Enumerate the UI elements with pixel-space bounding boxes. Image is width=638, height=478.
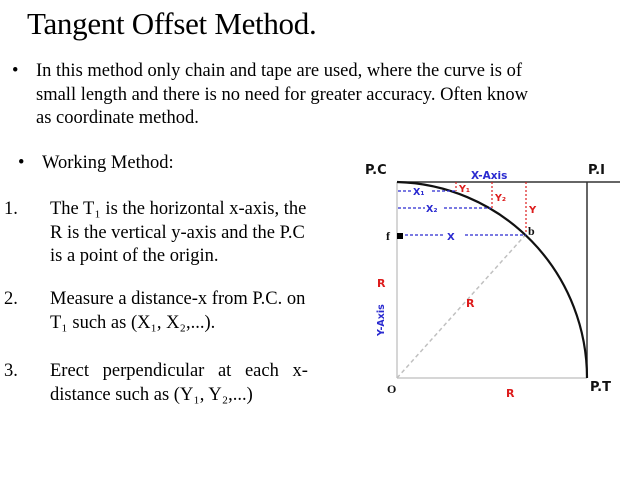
step-2: 2. Measure a distance-x from P.C. on T₁ … <box>4 288 355 335</box>
label-origin: O <box>387 382 396 396</box>
label-x: X <box>447 232 455 243</box>
diagonal-radius-line <box>396 231 529 379</box>
bullet-line: as coordinate method. <box>36 108 199 128</box>
bullet-dot: • <box>12 61 19 81</box>
step-number: 2. <box>4 289 18 309</box>
bullet-line: small length and there is no need for gr… <box>36 84 528 105</box>
label-y-axis: Y-Axis <box>376 304 387 337</box>
label-r-left: R <box>377 277 386 290</box>
label-f: f <box>386 229 391 243</box>
step-line: The T₁ is the horizontal x-axis, the <box>50 199 307 219</box>
step-line: is a point of the origin. <box>50 246 219 266</box>
step-1: 1. The T₁ is the horizontal x-axis, the … <box>4 198 355 269</box>
label-x-axis: X-Axis <box>471 170 507 182</box>
label-pt: P.T <box>590 380 611 395</box>
bullet-line: In this method only chain and tape are u… <box>36 61 522 81</box>
step-line: Erect perpendicular at each x- <box>50 361 308 381</box>
label-y1: Y₁ <box>458 184 470 195</box>
curve-arc <box>396 180 589 379</box>
label-x2: X₂ <box>426 204 438 215</box>
bullet-dot: • <box>18 153 25 173</box>
label-r-diagonal: R <box>466 297 475 310</box>
label-b: b <box>528 224 535 238</box>
bullet-working-method: • Working Method: <box>18 152 342 176</box>
step-line: distance such as (Y₁, Y₂,...) <box>50 384 253 405</box>
step-number: 3. <box>4 361 18 381</box>
bullet-intro: • In this method only chain and tape are… <box>12 60 626 131</box>
label-pi: P.I <box>588 163 605 178</box>
label-pc: P.C <box>365 163 387 178</box>
label-r-bottom: R <box>506 387 515 400</box>
step-3: 3. Erect perpendicular at each x- distan… <box>4 360 352 407</box>
step-line: R is the vertical y-axis and the P.C <box>50 222 305 243</box>
label-x1: X₁ <box>413 187 425 198</box>
step-number: 1. <box>4 199 18 219</box>
slide-title: Tangent Offset Method. <box>27 6 317 41</box>
label-y: Y <box>528 205 537 216</box>
step-line: T₁ such as (X₁, X₂,...). <box>50 312 216 333</box>
step-line: Measure a distance-x from P.C. on <box>50 289 306 309</box>
label-y2: Y₂ <box>494 193 506 204</box>
point-f-marker <box>397 233 403 239</box>
bullet-line: Working Method: <box>42 153 174 173</box>
